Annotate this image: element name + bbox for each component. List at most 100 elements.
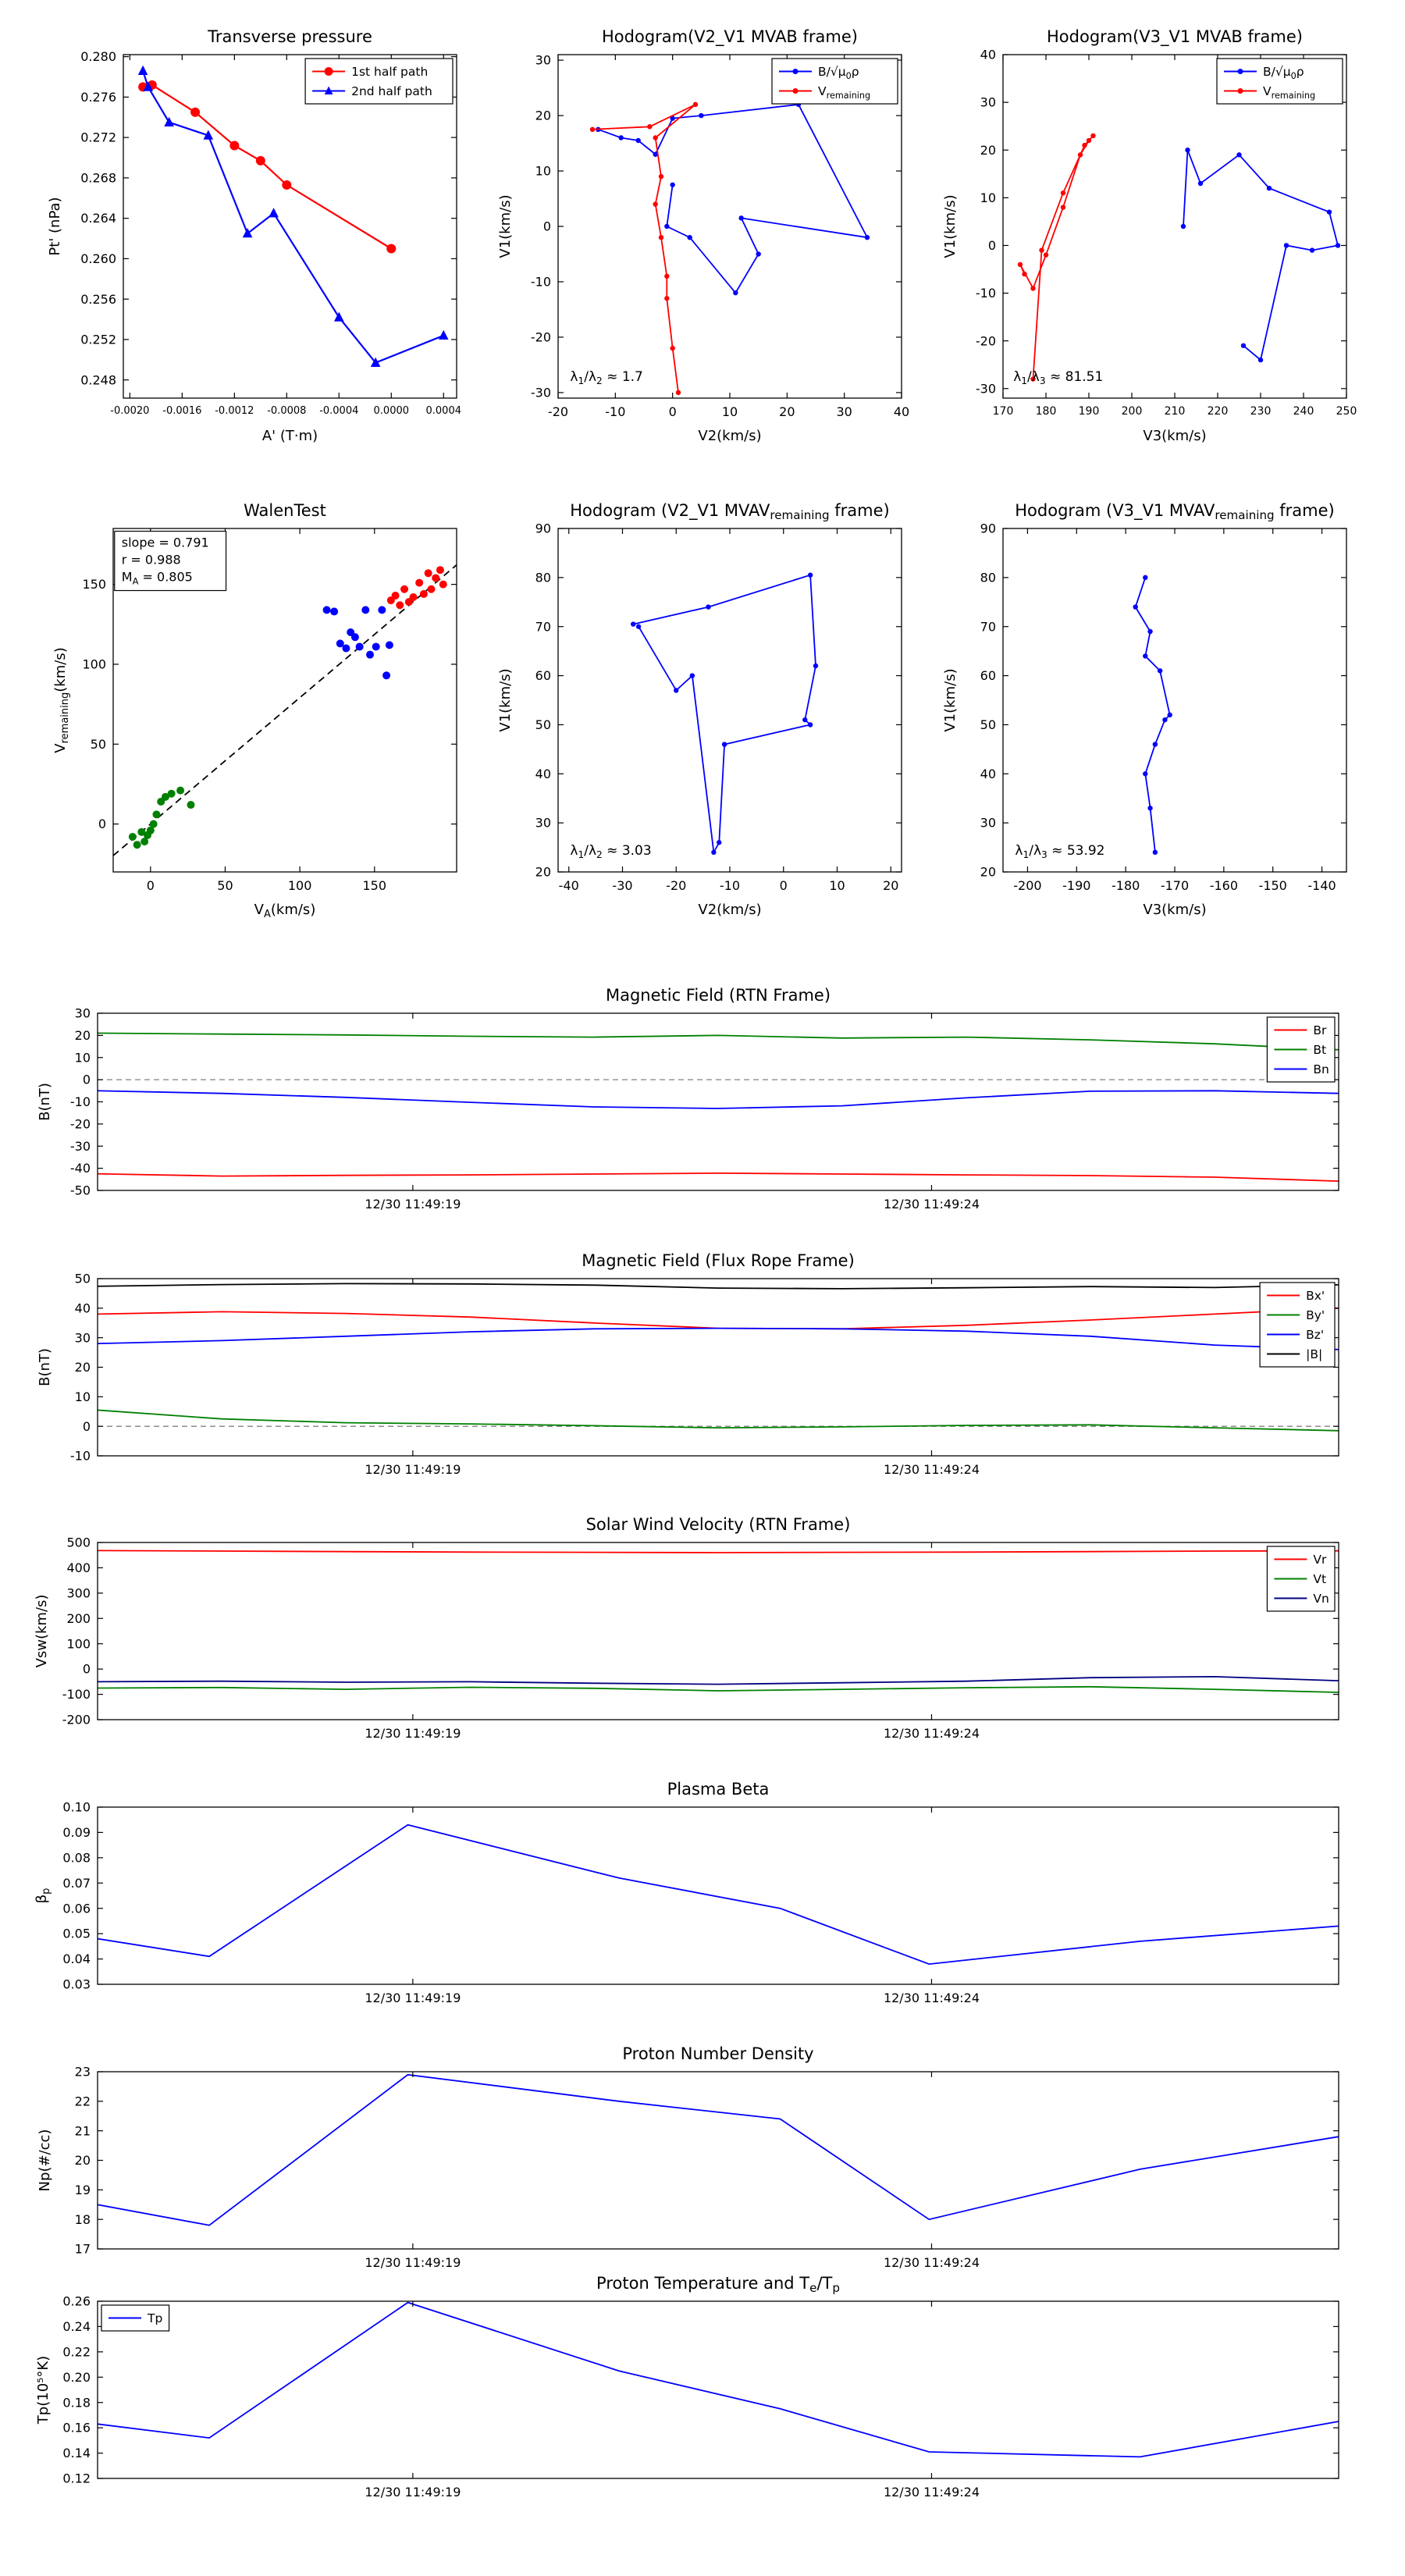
svg-text:30: 30: [980, 95, 996, 110]
svg-text:0.24: 0.24: [62, 2319, 91, 2334]
svg-text:0: 0: [83, 1419, 91, 1434]
svg-text:60: 60: [980, 668, 996, 683]
svg-text:30: 30: [836, 404, 852, 419]
svg-text:-0.0012: -0.0012: [215, 405, 254, 417]
svg-text:V2(km/s): V2(km/s): [698, 902, 761, 918]
svg-text:Plasma Beta: Plasma Beta: [667, 1780, 770, 1799]
svg-text:100: 100: [82, 657, 106, 672]
svg-text:10: 10: [829, 878, 845, 893]
svg-text:Vremaining: Vremaining: [818, 84, 870, 101]
svg-text:40: 40: [980, 767, 996, 781]
chart-hodogram-v3v1-mvab: 170 180 190 200 210 220 230 240 250 -30 -20 -10 0 10 2…: [913, 12, 1358, 464]
svg-text:170: 170: [993, 405, 1014, 418]
svg-text:12/30 11:49:24: 12/30 11:49:24: [884, 1197, 980, 1212]
svg-text:0.04: 0.04: [62, 1952, 91, 1966]
svg-text:B/√μ0ρ: B/√μ0ρ: [1263, 65, 1304, 81]
svg-text:Proton Number Density: Proton Number Density: [622, 2044, 813, 2063]
svg-text:70: 70: [535, 619, 551, 634]
svg-text:λ1/λ2 ≈ 1.7: λ1/λ2 ≈ 1.7: [570, 369, 642, 386]
svg-text:12/30 11:49:24: 12/30 11:49:24: [884, 2255, 980, 2270]
svg-text:-20: -20: [666, 878, 686, 893]
svg-text:λ1/λ3 ≈ 53.92: λ1/λ3 ≈ 53.92: [1015, 843, 1104, 860]
svg-text:-0.0004: -0.0004: [319, 405, 358, 417]
svg-text:200: 200: [66, 1611, 91, 1626]
svg-text:V3(km/s): V3(km/s): [1143, 902, 1206, 918]
svg-text:20: 20: [75, 1028, 91, 1043]
svg-text:V1(km/s): V1(km/s): [942, 668, 959, 731]
svg-text:B/√μ0ρ: B/√μ0ρ: [818, 65, 859, 81]
svg-text:-0.0020: -0.0020: [110, 405, 149, 417]
svg-text:Proton Temperature and Te/Tp: Proton Temperature and Te/Tp: [596, 2274, 840, 2295]
svg-text:-50: -50: [70, 1183, 91, 1198]
svg-text:22: 22: [75, 2094, 91, 2108]
svg-text:90: 90: [980, 521, 996, 536]
svg-text:220: 220: [1208, 405, 1229, 418]
svg-text:12/30 11:49:24: 12/30 11:49:24: [884, 1991, 980, 2005]
svg-text:10: 10: [980, 190, 996, 205]
svg-text:80: 80: [535, 570, 551, 585]
svg-text:-0.0008: -0.0008: [267, 405, 306, 417]
svg-text:Np(#/cc): Np(#/cc): [37, 2129, 53, 2192]
svg-text:10: 10: [75, 1050, 91, 1065]
svg-text:-10: -10: [720, 878, 740, 893]
svg-text:12/30 11:49:19: 12/30 11:49:19: [365, 2255, 461, 2270]
svg-text:0.256: 0.256: [80, 292, 116, 307]
svg-text:-30: -30: [612, 878, 632, 893]
svg-text:50: 50: [980, 717, 996, 732]
svg-text:10: 10: [75, 1389, 91, 1404]
chart-hodogram-v3v1-mvav: -200 -190 -180 -170 -160 -150 -140 20 30 40 50 60 70…: [913, 486, 1358, 938]
svg-text:12/30 11:49:19: 12/30 11:49:19: [365, 1726, 461, 1741]
svg-text:0.272: 0.272: [80, 130, 116, 145]
svg-text:0.05: 0.05: [62, 1927, 91, 1941]
svg-text:210: 210: [1165, 405, 1186, 418]
svg-text:Hodogram (V3_V1 MVAVremaining: Hodogram (V3_V1 MVAVremaining frame): [1015, 501, 1335, 522]
svg-text:0.0000: 0.0000: [374, 405, 410, 417]
svg-text:-10: -10: [70, 1449, 91, 1464]
svg-text:40: 40: [980, 48, 996, 62]
svg-text:-140: -140: [1307, 878, 1336, 893]
svg-text:0.18: 0.18: [62, 2395, 91, 2410]
svg-text:0.276: 0.276: [80, 90, 116, 105]
svg-text:-10: -10: [531, 275, 551, 290]
svg-text:0.268: 0.268: [80, 170, 116, 185]
svg-text:λ1/λ3 ≈ 81.51: λ1/λ3 ≈ 81.51: [1013, 369, 1103, 386]
chart-transverse-pressure: -0.0020 -0.0016 -0.0012 -0.0008 -0.0004 0.000…: [23, 12, 468, 464]
svg-text:0: 0: [669, 404, 677, 419]
svg-text:190: 190: [1079, 405, 1100, 418]
svg-text:0: 0: [543, 219, 551, 234]
svg-text:12/30 11:49:19: 12/30 11:49:19: [365, 1462, 461, 1477]
svg-text:0.14: 0.14: [62, 2446, 91, 2460]
panel-magnetic-field-rtn: 12/30 11:49:19 12/30 11:49:24 -50 -40 -30 -20…: [23, 976, 1350, 1233]
svg-text:0.252: 0.252: [80, 333, 116, 347]
panel-proton-temperature: 12/30 11:49:19 12/30 11:49:24 0.12 0.14 0.16…: [23, 2264, 1350, 2521]
svg-text:MA = 0.805: MA = 0.805: [122, 570, 193, 587]
svg-text:100: 100: [66, 1636, 91, 1651]
svg-text:Vremaining(km/s): Vremaining(km/s): [52, 647, 71, 753]
svg-text:30: 30: [535, 816, 551, 831]
svg-text:-100: -100: [62, 1687, 91, 1702]
svg-text:40: 40: [75, 1300, 91, 1315]
svg-text:0.06: 0.06: [62, 1901, 91, 1916]
svg-text:Br: Br: [1313, 1023, 1327, 1037]
chart-hodogram-v2v1-mvab: -20 -10 0 10 20 30 40 -30 -20 -10 0 10 20 30 Hodogram(…: [468, 12, 913, 464]
svg-text:400: 400: [66, 1560, 91, 1575]
svg-text:βp: βp: [34, 1888, 52, 1904]
svg-text:30: 30: [75, 1330, 91, 1345]
svg-text:V1(km/s): V1(km/s): [942, 194, 959, 258]
svg-text:240: 240: [1293, 405, 1314, 418]
svg-text:30: 30: [980, 816, 996, 831]
svg-text:-40: -40: [559, 878, 579, 893]
svg-text:-30: -30: [531, 386, 551, 400]
svg-text:10: 10: [722, 404, 738, 419]
svg-text:slope = 0.791: slope = 0.791: [122, 535, 209, 550]
svg-text:Bn: Bn: [1313, 1062, 1329, 1076]
svg-text:-30: -30: [976, 381, 996, 396]
svg-text:0.07: 0.07: [62, 1876, 91, 1891]
svg-text:Vr: Vr: [1313, 1553, 1327, 1567]
svg-text:0.16: 0.16: [62, 2421, 91, 2435]
svg-text:|B|: |B|: [1306, 1347, 1322, 1361]
svg-text:B(nT): B(nT): [37, 1083, 53, 1121]
svg-text:0: 0: [780, 878, 788, 893]
svg-text:100: 100: [288, 878, 312, 893]
svg-text:-150: -150: [1259, 878, 1287, 893]
